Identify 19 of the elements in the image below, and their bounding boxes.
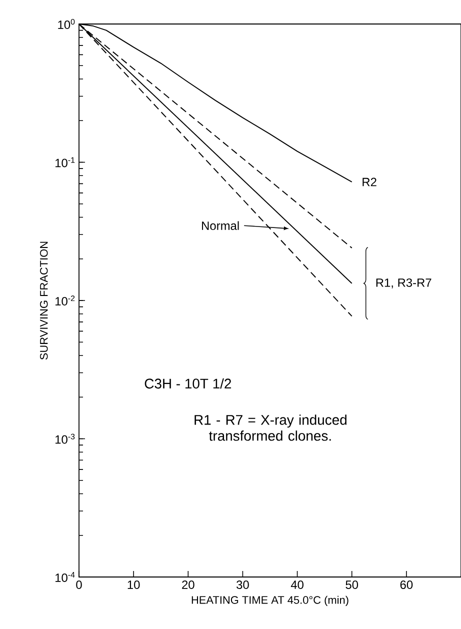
x-tick-label: 60 — [400, 580, 413, 589]
x-tick-label: 0 — [76, 580, 82, 589]
y-tick-label: 10$^{-3}$ — [56, 434, 75, 444]
annotation: R1, R3-R7 — [376, 278, 432, 288]
annotation: C3H - 10T 1/2 — [144, 378, 232, 389]
series-label: R2 — [362, 178, 376, 186]
annotation: Normal — [202, 221, 239, 230]
y-axis-title: SURVIVING FRACTION — [40, 242, 48, 360]
x-axis-title: HEATING TIME AT 45.0°C (min) — [192, 596, 348, 606]
y-tick-label: 10$^{-4}$ — [56, 572, 75, 582]
x-tick-label: 10 — [128, 580, 140, 589]
x-tick-label: 20 — [182, 580, 194, 589]
x-tick-label: 40 — [290, 580, 304, 589]
x-tick-label: 50 — [346, 580, 358, 589]
y-tick-label: 10$^{-2}$ — [56, 295, 75, 306]
y-tick-label: 10$^{-1}$ — [56, 157, 75, 168]
x-tick-label: 30 — [236, 580, 249, 589]
y-tick-label: 10$^{0}$ — [58, 18, 75, 30]
annotation: R1 - R7 = X-ray induced transformed clones. — [194, 414, 346, 441]
